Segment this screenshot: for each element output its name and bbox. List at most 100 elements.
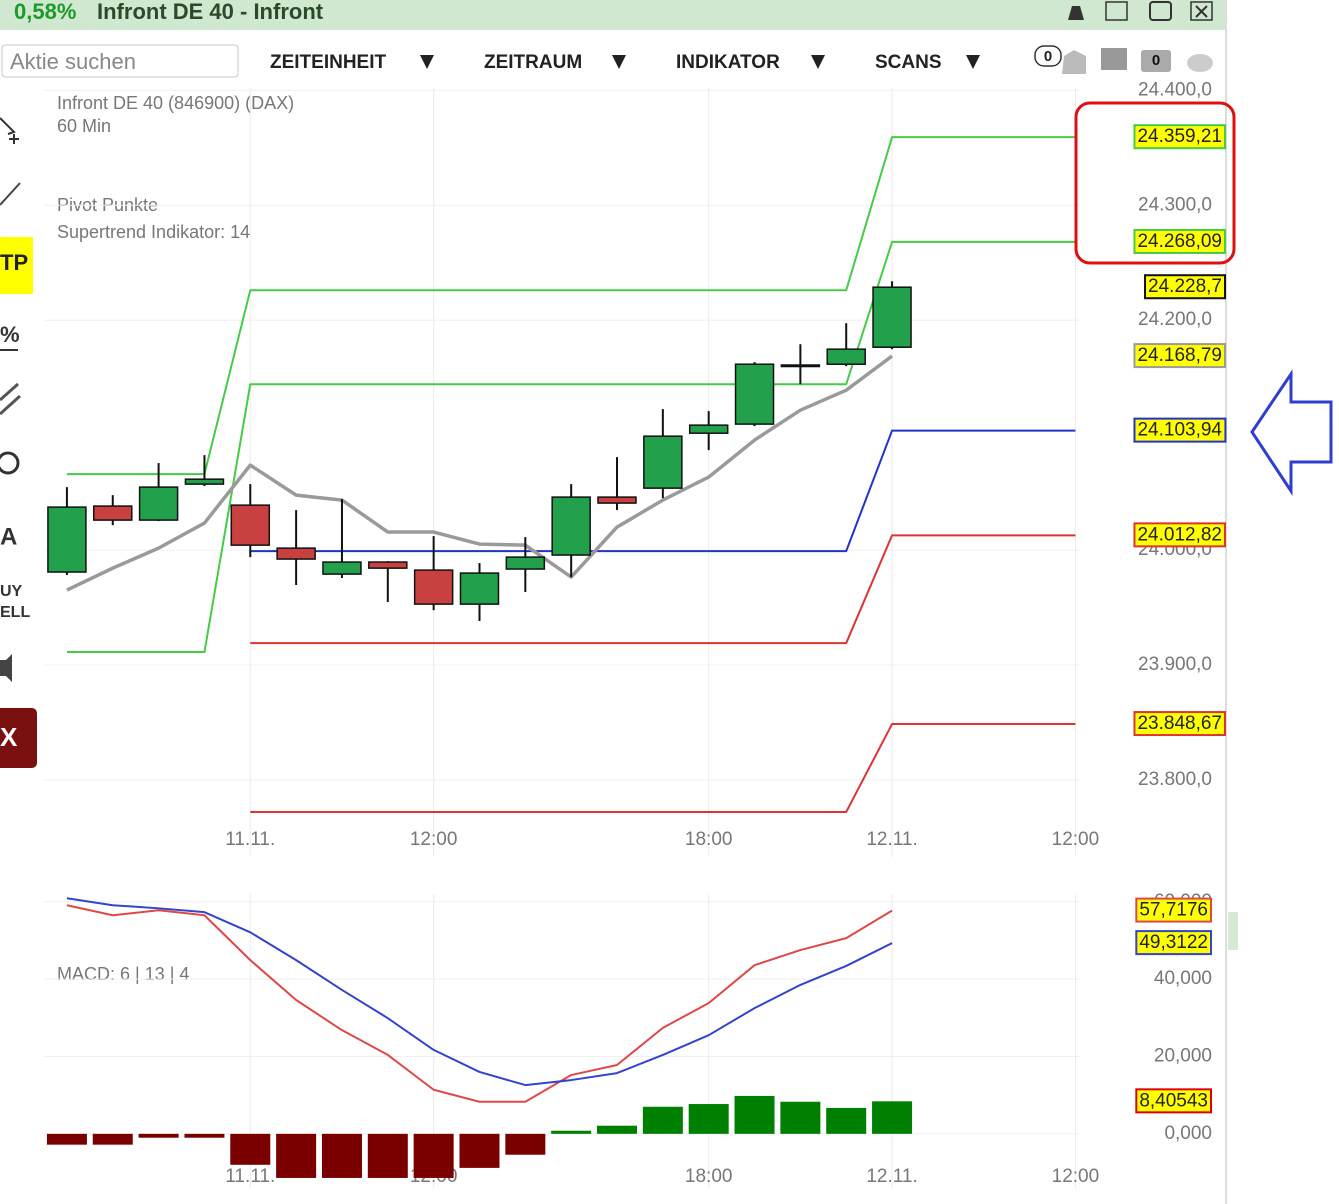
zoom-tool[interactable] xyxy=(0,451,20,475)
candle-body xyxy=(505,556,546,570)
window-controls[interactable] xyxy=(1068,1,1213,21)
tool-button[interactable] xyxy=(0,708,37,768)
menu-item[interactable]: SCANS xyxy=(875,52,942,73)
price-tag-label: 24.012,82 xyxy=(1137,524,1222,545)
y-tick-label: 20,000 xyxy=(1154,1045,1212,1066)
price-tag xyxy=(1133,417,1227,443)
histogram-bar xyxy=(276,1133,317,1178)
pivot-line xyxy=(250,429,1076,553)
candle-body xyxy=(47,506,87,573)
price-tag-label: 8,40543 xyxy=(1139,1090,1208,1111)
menu-item[interactable]: ZEITEINHEIT xyxy=(270,52,387,73)
scroll-handle[interactable] xyxy=(1228,912,1238,950)
pivot-line xyxy=(66,136,1076,476)
price-tag xyxy=(1133,343,1226,369)
price-tag xyxy=(1133,522,1226,548)
price-tag-label: 24.103,94 xyxy=(1137,420,1222,441)
histogram-bar xyxy=(872,1101,913,1134)
y-tick-label: 40,000 xyxy=(1154,968,1212,989)
candle-body xyxy=(413,569,454,605)
x-tick-label: 11.11. xyxy=(225,829,275,850)
price-tag xyxy=(1144,274,1226,300)
badge[interactable] xyxy=(1141,50,1171,72)
badge-count: 0 xyxy=(1152,52,1160,69)
candle-body xyxy=(322,561,362,575)
macd-line xyxy=(66,897,893,1087)
window-title: Infront DE 40 - Infront xyxy=(97,0,324,24)
tool-button[interactable] xyxy=(0,237,33,294)
x-tick-label: 12:00 xyxy=(1052,829,1100,850)
histogram-bar xyxy=(734,1095,775,1134)
price-tag-label: 24.168,79 xyxy=(1137,345,1222,366)
histogram-bar xyxy=(826,1107,867,1134)
histogram-bar xyxy=(92,1133,133,1145)
price-tag xyxy=(1133,124,1226,150)
restore-button[interactable] xyxy=(1105,1,1128,21)
histogram-bar xyxy=(551,1130,592,1134)
candle-body xyxy=(688,424,729,434)
change-percent: 0,58% xyxy=(14,0,76,24)
histogram-bar xyxy=(688,1104,729,1134)
instrument-title: Infront DE 40 (846900) (DAX) xyxy=(57,93,294,113)
pivot-line xyxy=(250,723,1076,813)
pin-icon[interactable] xyxy=(1068,6,1084,20)
y-tick-label: 24.200,0 xyxy=(1138,309,1212,330)
sound-tool[interactable] xyxy=(0,654,12,682)
candle-body xyxy=(368,561,408,569)
cloud-icon[interactable] xyxy=(1187,54,1213,72)
histogram-bar xyxy=(321,1133,362,1178)
price-tag-label: 57,7176 xyxy=(1139,900,1208,921)
candle-body xyxy=(826,348,866,365)
pivot-line xyxy=(250,534,1076,645)
channel-tool[interactable] xyxy=(0,382,22,416)
histogram-bar xyxy=(505,1133,546,1155)
candle-body xyxy=(276,547,316,560)
tool-label[interactable]: % xyxy=(0,322,20,347)
x-tick-label: 18:00 xyxy=(685,829,733,850)
badge-count: 0 xyxy=(1044,48,1052,65)
search-input[interactable] xyxy=(1,44,239,78)
y-tick-label: 23.800,0 xyxy=(1138,769,1212,790)
x-tick-label: 12:00 xyxy=(410,829,458,850)
histogram-bar xyxy=(413,1133,454,1178)
x-tick-label: 12.11. xyxy=(866,1166,917,1187)
y-tick-label: 24.400,0 xyxy=(1138,79,1212,100)
price-tag xyxy=(1133,711,1226,737)
price-tag-label: 49,3122 xyxy=(1139,932,1208,953)
candle-body xyxy=(734,363,775,425)
menu-item[interactable]: INDIKATOR xyxy=(676,52,780,73)
x-tick-label: 18:00 xyxy=(685,1166,733,1187)
cursor-tool[interactable] xyxy=(0,117,19,144)
pointer-arrow xyxy=(1250,369,1333,496)
badge[interactable] xyxy=(1034,45,1062,67)
histogram-bar xyxy=(46,1133,87,1145)
line-tool[interactable] xyxy=(0,182,21,206)
price-tag xyxy=(1133,228,1226,254)
histogram-bar xyxy=(230,1133,271,1165)
close-button[interactable] xyxy=(1190,1,1213,21)
indicator-name: MACD: 6 | 13 | 4 xyxy=(57,964,189,984)
candle-body xyxy=(184,478,225,485)
supertrend-line xyxy=(66,354,894,592)
axis-labels: 24.400,024.300,024.200,024.000,023.900,0… xyxy=(225,79,1212,1187)
indicator-name: Supertrend Indikator: 14 xyxy=(57,222,250,242)
macd-line xyxy=(66,904,893,1103)
maximize-button[interactable] xyxy=(1149,1,1172,21)
list-icon[interactable] xyxy=(1101,48,1127,70)
y-tick-label: 23.900,0 xyxy=(1138,654,1212,675)
price-tag xyxy=(1135,930,1212,956)
interval: 60 Min xyxy=(57,116,111,136)
alert-icon[interactable] xyxy=(1062,50,1086,74)
menu-item[interactable]: ZEITRAUM xyxy=(484,52,582,73)
tool-label[interactable]: UY xyxy=(0,583,23,600)
y-tick-label: 0,000 xyxy=(1164,1123,1212,1144)
sidebar: TP % A UY ELL X xyxy=(0,117,37,768)
tool-label[interactable]: A xyxy=(0,523,17,550)
histogram-bar xyxy=(780,1101,821,1134)
tool-label[interactable]: ELL xyxy=(0,604,30,621)
title-bar xyxy=(0,0,1226,30)
candle-body xyxy=(459,572,500,605)
close-icon xyxy=(1195,5,1208,18)
candle-body xyxy=(643,435,683,489)
